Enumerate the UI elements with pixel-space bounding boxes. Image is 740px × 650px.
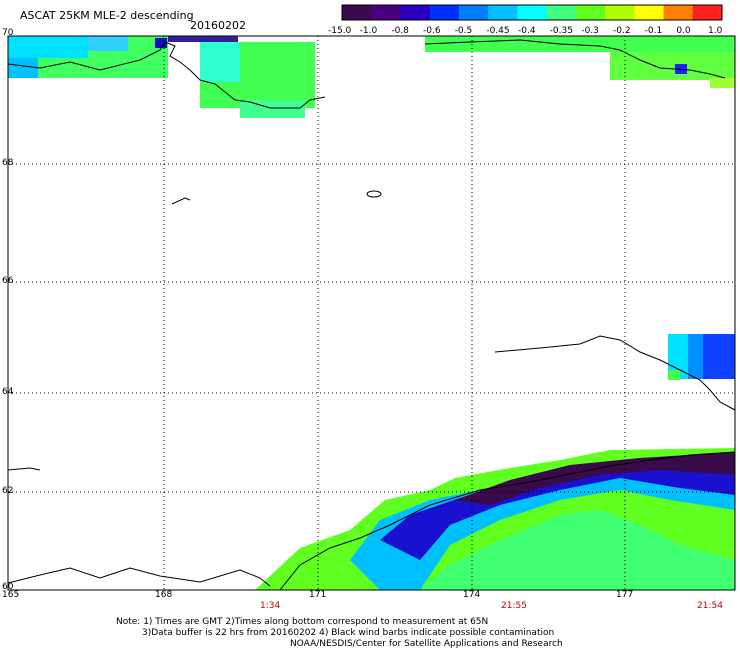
- lat-label-64: 64: [2, 387, 14, 397]
- colorbar-frame: [341, 4, 723, 21]
- lat-label-68: 68: [2, 158, 14, 168]
- lon-label-174: 174: [463, 590, 481, 600]
- colorbar-swatch: [692, 5, 723, 20]
- time-label-1: 1:34: [260, 601, 281, 611]
- colorbar-swatch: [458, 5, 489, 20]
- colorbar-tick-label: -0.5: [454, 26, 473, 36]
- colorbar-tick-label: -0.2: [613, 26, 631, 36]
- product-date: 20160202: [190, 19, 246, 32]
- note-line-2: 3)Data buffer is 22 hrs from 20160202 4)…: [142, 628, 555, 638]
- time-label-3: 21:54: [697, 601, 723, 611]
- colorbar-tick-label: 1.0: [708, 26, 723, 36]
- colorbar: [341, 4, 723, 21]
- colorbar-swatch: [605, 5, 635, 20]
- colorbar-tick-label: -0.3: [581, 26, 599, 36]
- lat-label-66: 66: [2, 276, 14, 286]
- coastlines: [7, 39, 736, 591]
- note-line-3: NOAA/NESDIS/Center for Satellite Applica…: [290, 639, 563, 649]
- colorbar-tick-label: -0.1: [644, 26, 663, 36]
- colorbar-swatch: [488, 5, 518, 20]
- colorbar-swatch: [575, 5, 606, 20]
- colorbar-tick-label: -0.45: [486, 26, 510, 36]
- lat-label-70: 70: [2, 28, 14, 38]
- colorbar-swatch: [429, 5, 460, 20]
- swath-right-mid: [668, 334, 735, 380]
- lon-label-168: 168: [155, 590, 173, 600]
- swath-bottom: [255, 448, 735, 590]
- colorbar-swatch: [546, 5, 577, 20]
- colorbar-swatch: [342, 5, 372, 20]
- lon-label-165: 165: [2, 590, 20, 600]
- colorbar-tick-label: -0.8: [391, 26, 409, 36]
- colorbar-tick-label: 0.0: [676, 26, 691, 36]
- lat-label-62: 62: [2, 486, 14, 496]
- time-label-2: 21:55: [501, 601, 527, 611]
- colorbar-tick-label: -15.0: [328, 26, 352, 36]
- swath-top-left: [8, 36, 315, 118]
- colorbar-swatch: [371, 5, 401, 20]
- lat-label-60: 60: [2, 582, 14, 592]
- colorbar-tick-label: -1.0: [359, 26, 378, 36]
- colorbar-swatch: [634, 5, 665, 20]
- lon-label-171: 171: [309, 590, 327, 600]
- map-frame: [7, 35, 736, 591]
- graticule: [8, 36, 735, 590]
- colorbar-tick-label: -0.4: [518, 26, 536, 36]
- colorbar-swatch: [400, 5, 431, 20]
- colorbar-tick-label: -0.35: [549, 26, 573, 36]
- lon-label-177: 177: [616, 590, 634, 600]
- colorbar-swatch: [663, 5, 694, 20]
- note-line-1: Note: 1) Times are GMT 2)Times along bot…: [116, 617, 489, 627]
- colorbar-swatch: [517, 5, 548, 20]
- colorbar-tick-label: -0.6: [423, 26, 441, 36]
- product-title: ASCAT 25KM MLE-2 descending: [20, 9, 194, 22]
